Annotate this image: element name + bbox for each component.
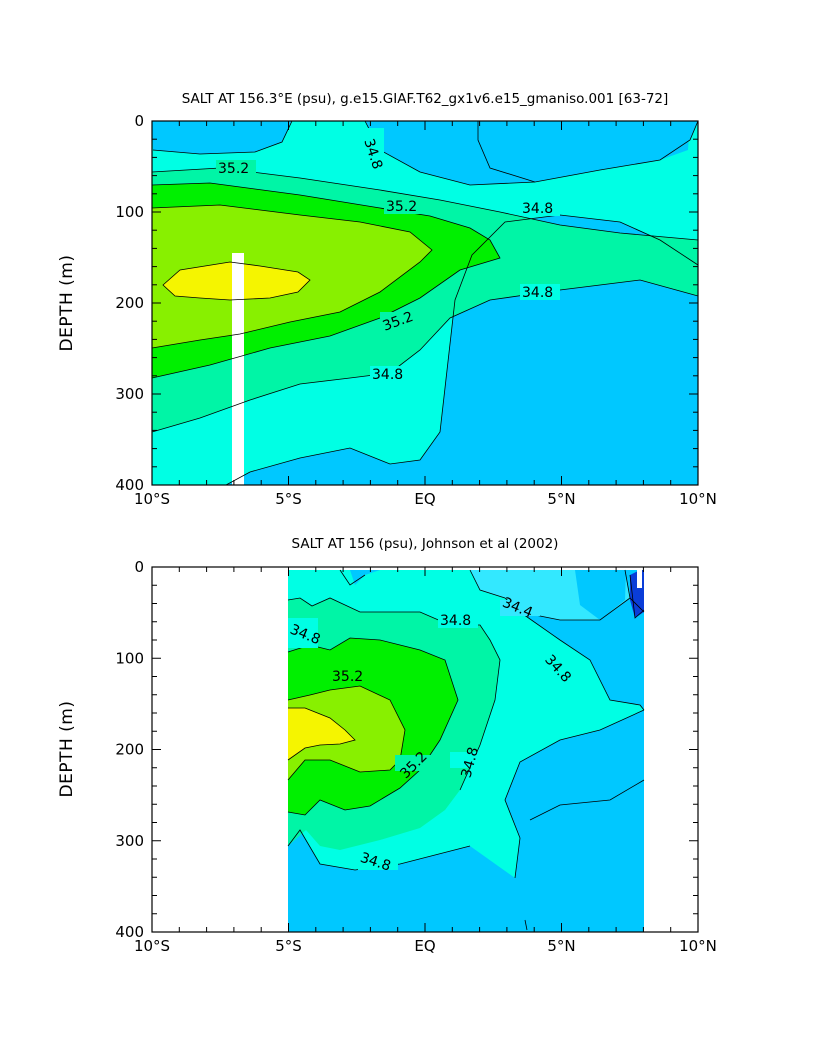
- top-panel: SALT AT 156.3°E (psu), g.e15.GIAF.T62_gx…: [57, 91, 717, 508]
- y-tick-label: 200: [115, 741, 144, 759]
- top-contour-line: [151, 204, 433, 349]
- bottom-contour-line: [504, 709, 645, 879]
- x-tick-label: EQ: [414, 490, 435, 508]
- bottom-contour-line: [287, 685, 406, 781]
- y-tick-label: 300: [115, 832, 144, 850]
- y-tick-label: 100: [115, 649, 144, 667]
- x-tick-label: 5°N: [547, 490, 575, 508]
- bottom-contour-line: [624, 569, 645, 613]
- bottom-y-axis-label: DEPTH (m): [57, 701, 77, 798]
- bottom-fill-346-ne: [575, 570, 626, 620]
- bottom-contour-label: 34.8: [440, 613, 471, 629]
- bottom-fill-356: [288, 708, 355, 760]
- bottom-panel-title: SALT AT 156 (psu), Johnson et al (2002): [292, 536, 559, 552]
- bottom-contour-label: 34.8: [459, 745, 483, 779]
- y-tick-label: 200: [115, 294, 144, 312]
- x-tick-label: 10°S: [134, 937, 170, 955]
- x-tick-label: 10°N: [679, 937, 717, 955]
- top-contour-line: [162, 261, 311, 301]
- top-contour-line: [151, 279, 699, 433]
- top-contour-line: [477, 121, 536, 183]
- bottom-contour-line: [339, 569, 366, 586]
- y-tick-label: 100: [115, 203, 144, 221]
- y-tick-label: 300: [115, 385, 144, 403]
- bottom-contour-line: [524, 919, 528, 931]
- top-fill-346-ne: [478, 121, 690, 182]
- x-tick-label: EQ: [414, 937, 435, 955]
- x-tick-label: 5°N: [547, 937, 575, 955]
- top-y-axis-label: DEPTH (m): [57, 255, 77, 352]
- top-contour-label: 35.2: [218, 161, 249, 177]
- top-contour-label: 34.8: [522, 285, 553, 301]
- y-tick-label: 400: [115, 923, 144, 941]
- bottom-contour-line: [529, 779, 645, 821]
- bottom-y-ticks: 0 100 200 300 400: [115, 558, 698, 941]
- top-x-ticks: 10°S 5°S EQ 5°N 10°N: [134, 121, 717, 508]
- top-panel-title: SALT AT 156.3°E (psu), g.e15.GIAF.T62_gx…: [182, 91, 669, 107]
- y-tick-label: 400: [115, 476, 144, 494]
- top-contour-line: [152, 120, 293, 155]
- top-contour-line: [225, 214, 699, 486]
- bottom-contour-line: [287, 637, 459, 816]
- bottom-contour-label: 35.2: [332, 669, 363, 685]
- bottom-contour-labels: 34.8 34.8 34.4 35.2 34.8 35.2 34.8 34.8: [288, 595, 580, 875]
- top-contour-fills: [152, 121, 698, 485]
- y-tick-label: 0: [134, 558, 144, 576]
- x-tick-label: 5°S: [275, 937, 302, 955]
- x-tick-label: 5°S: [275, 490, 302, 508]
- top-y-ticks: 0 100 200 300 400: [115, 112, 698, 494]
- bottom-panel: SALT AT 156 (psu), Johnson et al (2002): [57, 536, 717, 955]
- bottom-contour-line: [519, 611, 645, 711]
- x-tick-label: 10°S: [134, 490, 170, 508]
- top-contour-label: 34.8: [522, 201, 553, 217]
- top-mask-column: [232, 253, 244, 485]
- top-contour-labels: 34.8 35.2 35.2 34.8 35.2 34.8 34.8: [216, 128, 560, 383]
- bottom-x-ticks: 10°S 5°S EQ 5°N 10°N: [134, 567, 717, 955]
- top-contour-label: 35.2: [386, 199, 417, 215]
- top-contour-label: 34.8: [372, 367, 403, 383]
- bottom-contour-line: [287, 707, 356, 761]
- bottom-mask-notch: [637, 570, 642, 588]
- bottom-contour-line: [287, 829, 471, 871]
- bottom-contour-line: [629, 574, 645, 619]
- x-tick-label: 10°N: [679, 490, 717, 508]
- top-contour-line: [151, 182, 501, 379]
- y-tick-label: 0: [134, 112, 144, 130]
